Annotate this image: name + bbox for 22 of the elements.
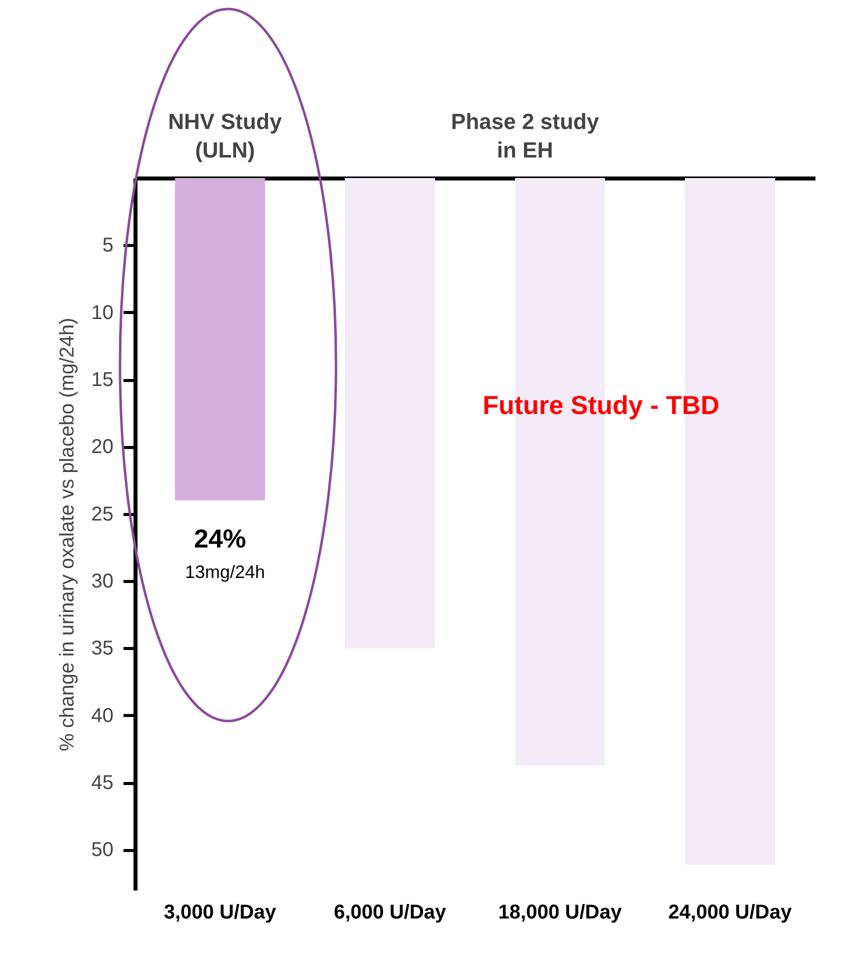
x-tick-label: 18,000 U/Day [498, 902, 623, 924]
y-tick-label: 15 [91, 369, 114, 392]
annotation: 13mg/24h [184, 562, 266, 582]
y-tick-label: 30 [91, 570, 114, 593]
text: Phase 2 study in EH [451, 109, 600, 163]
annotation: Future Study - TBD [482, 390, 720, 420]
x-tick-label: 24,000 U/Day [668, 902, 793, 924]
bar [344, 178, 436, 648]
y-tick-label: 45 [91, 772, 114, 794]
data-label: 24% [194, 523, 246, 554]
y-tick-label: 25 [91, 503, 114, 526]
y-tick-label: 10 [91, 302, 114, 324]
y-tick-label: 50 [91, 839, 114, 862]
x-tick-label: 3,000 U/Day [164, 902, 278, 924]
x-tick-label: 6,000 U/Day [334, 902, 448, 924]
text: NHV Study (ULN) [168, 109, 283, 163]
bar [174, 178, 266, 500]
y-tick-label: 40 [91, 704, 114, 727]
y-tick-label: 20 [91, 436, 114, 458]
y-tick-label: 35 [91, 638, 114, 660]
y-axis-title: % change in urinary oxalate vs placebo (mg/24h) [56, 318, 78, 752]
y-tick-label: 5 [102, 234, 114, 257]
